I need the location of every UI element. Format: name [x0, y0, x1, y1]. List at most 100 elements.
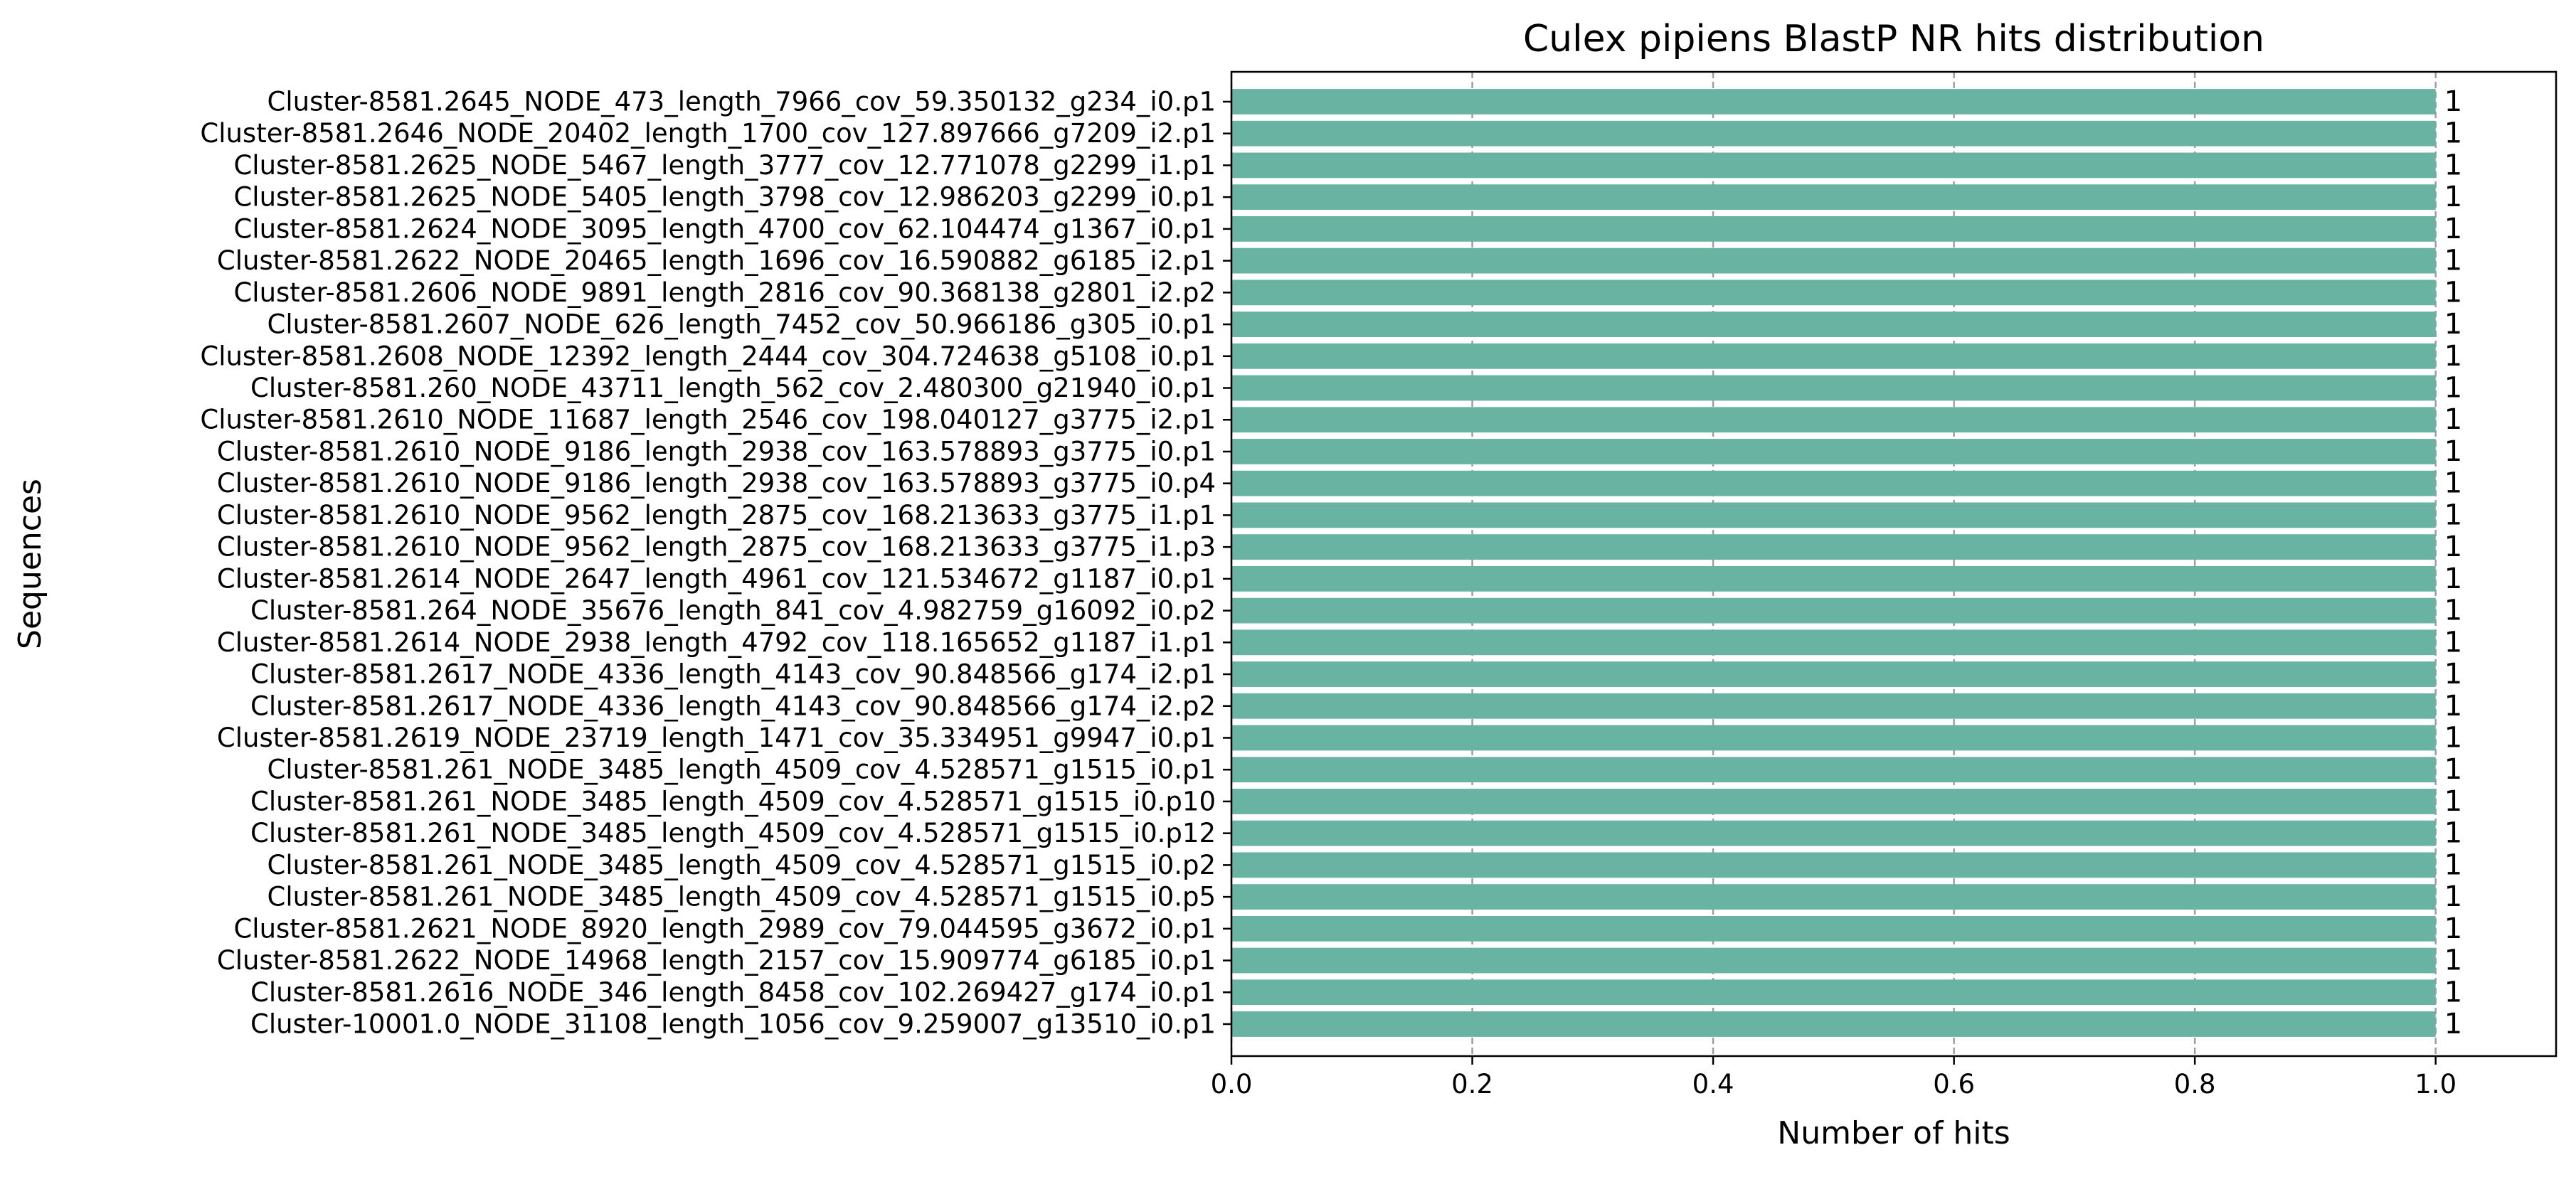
bar [1231, 693, 2436, 719]
bar-value-label: 1 [2444, 117, 2462, 150]
bar-value-label: 1 [2444, 245, 2462, 277]
bars [1231, 89, 2436, 1037]
y-tick-label: Cluster-8581.2610_NODE_9186_length_2938_… [217, 468, 1216, 499]
bar-value-label: 1 [2444, 85, 2462, 118]
y-tick-label: Cluster-8581.2622_NODE_20465_length_1696… [217, 245, 1216, 276]
bar [1231, 311, 2436, 337]
bar [1231, 915, 2436, 942]
chart-title: Culex pipiens BlastP NR hits distributio… [1523, 18, 2264, 60]
bar [1231, 852, 2436, 878]
y-tick-label: Cluster-8581.2614_NODE_2938_length_4792_… [217, 627, 1216, 658]
bar-value-label: 1 [2444, 276, 2462, 309]
y-tick-label: Cluster-8581.261_NODE_3485_length_4509_c… [267, 755, 1216, 785]
bar [1231, 375, 2436, 401]
y-tick-label: Cluster-8581.264_NODE_35676_length_841_c… [250, 595, 1216, 626]
x-ticks: 0.0 0.2 0.4 0.6 0.8 1.0 [1211, 1056, 2456, 1099]
bar [1231, 407, 2436, 433]
bar-value-label: 1 [2444, 435, 2462, 468]
bar-value-label: 1 [2444, 880, 2462, 913]
bar-value-label: 1 [2444, 785, 2462, 818]
y-tick-label: Cluster-8581.2617_NODE_4336_length_4143_… [250, 659, 1216, 690]
x-tick-label: 0.8 [2174, 1069, 2216, 1099]
bar [1231, 184, 2436, 211]
bar-value-label: 1 [2444, 1008, 2462, 1040]
x-tick-label: 0.6 [1933, 1069, 1975, 1099]
bar-value-label: 1 [2444, 531, 2462, 563]
bar [1231, 120, 2436, 147]
bar-value-label: 1 [2444, 848, 2462, 881]
bar [1231, 757, 2436, 783]
plot-frame [1230, 70, 2558, 1058]
y-tick-label: Cluster-8581.2645_NODE_473_length_7966_c… [267, 87, 1216, 117]
y-tick-label: Cluster-8581.2608_NODE_12392_length_2444… [200, 341, 1216, 371]
bar [1231, 820, 2436, 846]
x-tick-label: 0.0 [1211, 1069, 1253, 1099]
y-tick-label: Cluster-8581.261_NODE_3485_length_4509_c… [267, 850, 1216, 880]
y-tick-label: Cluster-8581.2621_NODE_8920_length_2989_… [233, 913, 1216, 944]
bar-value-label: 1 [2444, 595, 2462, 627]
bar [1231, 343, 2436, 369]
bar-value-label: 1 [2444, 658, 2462, 691]
bar [1231, 89, 2436, 114]
x-axis-label: Number of hits [1777, 1115, 2010, 1151]
bar-value-label: 1 [2444, 626, 2462, 659]
bar [1231, 947, 2436, 974]
bar [1231, 597, 2436, 624]
y-tick-label: Cluster-8581.2646_NODE_20402_length_1700… [200, 118, 1216, 149]
y-tick-label: Cluster-8581.2610_NODE_9562_length_2875_… [217, 500, 1216, 531]
bar-value-label: 1 [2444, 403, 2462, 436]
bar-value-label: 1 [2444, 753, 2462, 786]
x-tick-label: 1.0 [2415, 1069, 2456, 1099]
bar-value-label: 1 [2444, 944, 2462, 977]
bar-value-label: 1 [2444, 372, 2462, 405]
y-tick-label: Cluster-8581.261_NODE_3485_length_4509_c… [250, 786, 1216, 816]
bar [1231, 661, 2436, 687]
bar-value-label: 1 [2444, 563, 2462, 595]
bar-value-label: 1 [2444, 467, 2462, 500]
y-tick-label: Cluster-8581.261_NODE_3485_length_4509_c… [250, 818, 1216, 848]
y-tick-label: Cluster-8581.2619_NODE_23719_length_1471… [217, 723, 1216, 753]
bar-value-label: 1 [2444, 308, 2462, 341]
bar [1231, 216, 2436, 242]
y-tick-label: Cluster-10001.0_NODE_31108_length_1056_c… [250, 1009, 1216, 1040]
y-tick-labels: Cluster-8581.2645_NODE_473_length_7966_c… [200, 87, 1231, 1040]
bar [1231, 152, 2436, 179]
x-tick-label: 0.2 [1451, 1069, 1493, 1099]
bar [1231, 725, 2436, 751]
bar-value-label: 1 [2444, 149, 2462, 181]
bar-value-label: 1 [2444, 213, 2462, 245]
bar-value-label: 1 [2444, 817, 2462, 850]
bar [1231, 1011, 2436, 1037]
bar-value-label: 1 [2444, 499, 2462, 531]
y-tick-label: Cluster-8581.2616_NODE_346_length_8458_c… [250, 977, 1216, 1008]
y-tick-label: Cluster-8581.2610_NODE_9562_length_2875_… [217, 532, 1216, 563]
y-tick-label: Cluster-8581.2622_NODE_14968_length_2157… [217, 945, 1216, 976]
bar [1231, 470, 2436, 496]
y-tick-label: Cluster-8581.2617_NODE_4336_length_4143_… [250, 691, 1216, 721]
y-tick-label: Cluster-8581.2606_NODE_9891_length_2816_… [233, 277, 1216, 308]
bar [1231, 884, 2436, 910]
x-tick-label: 0.4 [1692, 1069, 1734, 1099]
bar-value-label: 1 [2444, 340, 2462, 373]
y-tick-label: Cluster-8581.2625_NODE_5405_length_3798_… [233, 182, 1216, 213]
bar-value-label: 1 [2444, 912, 2462, 945]
bar [1231, 247, 2436, 274]
bar [1231, 629, 2436, 656]
bar [1231, 439, 2436, 464]
bar [1231, 534, 2436, 560]
y-tick-label: Cluster-8581.2607_NODE_626_length_7452_c… [267, 309, 1216, 340]
bar [1231, 502, 2436, 528]
bar [1231, 979, 2436, 1006]
y-tick-label: Cluster-8581.2614_NODE_2647_length_4961_… [217, 563, 1216, 594]
bar [1231, 279, 2436, 306]
y-tick-label: Cluster-8581.2610_NODE_11687_length_2546… [200, 405, 1216, 435]
bar [1231, 789, 2436, 814]
y-axis-label: Sequences [12, 479, 48, 649]
y-tick-label: Cluster-8581.2610_NODE_9186_length_2938_… [217, 436, 1216, 467]
y-tick-label: Cluster-8581.260_NODE_43711_length_562_c… [250, 373, 1216, 403]
bar-value-label: 1 [2444, 181, 2462, 213]
y-tick-label: Cluster-8581.2625_NODE_5467_length_3777_… [233, 150, 1216, 181]
bar-value-label: 1 [2444, 690, 2462, 723]
